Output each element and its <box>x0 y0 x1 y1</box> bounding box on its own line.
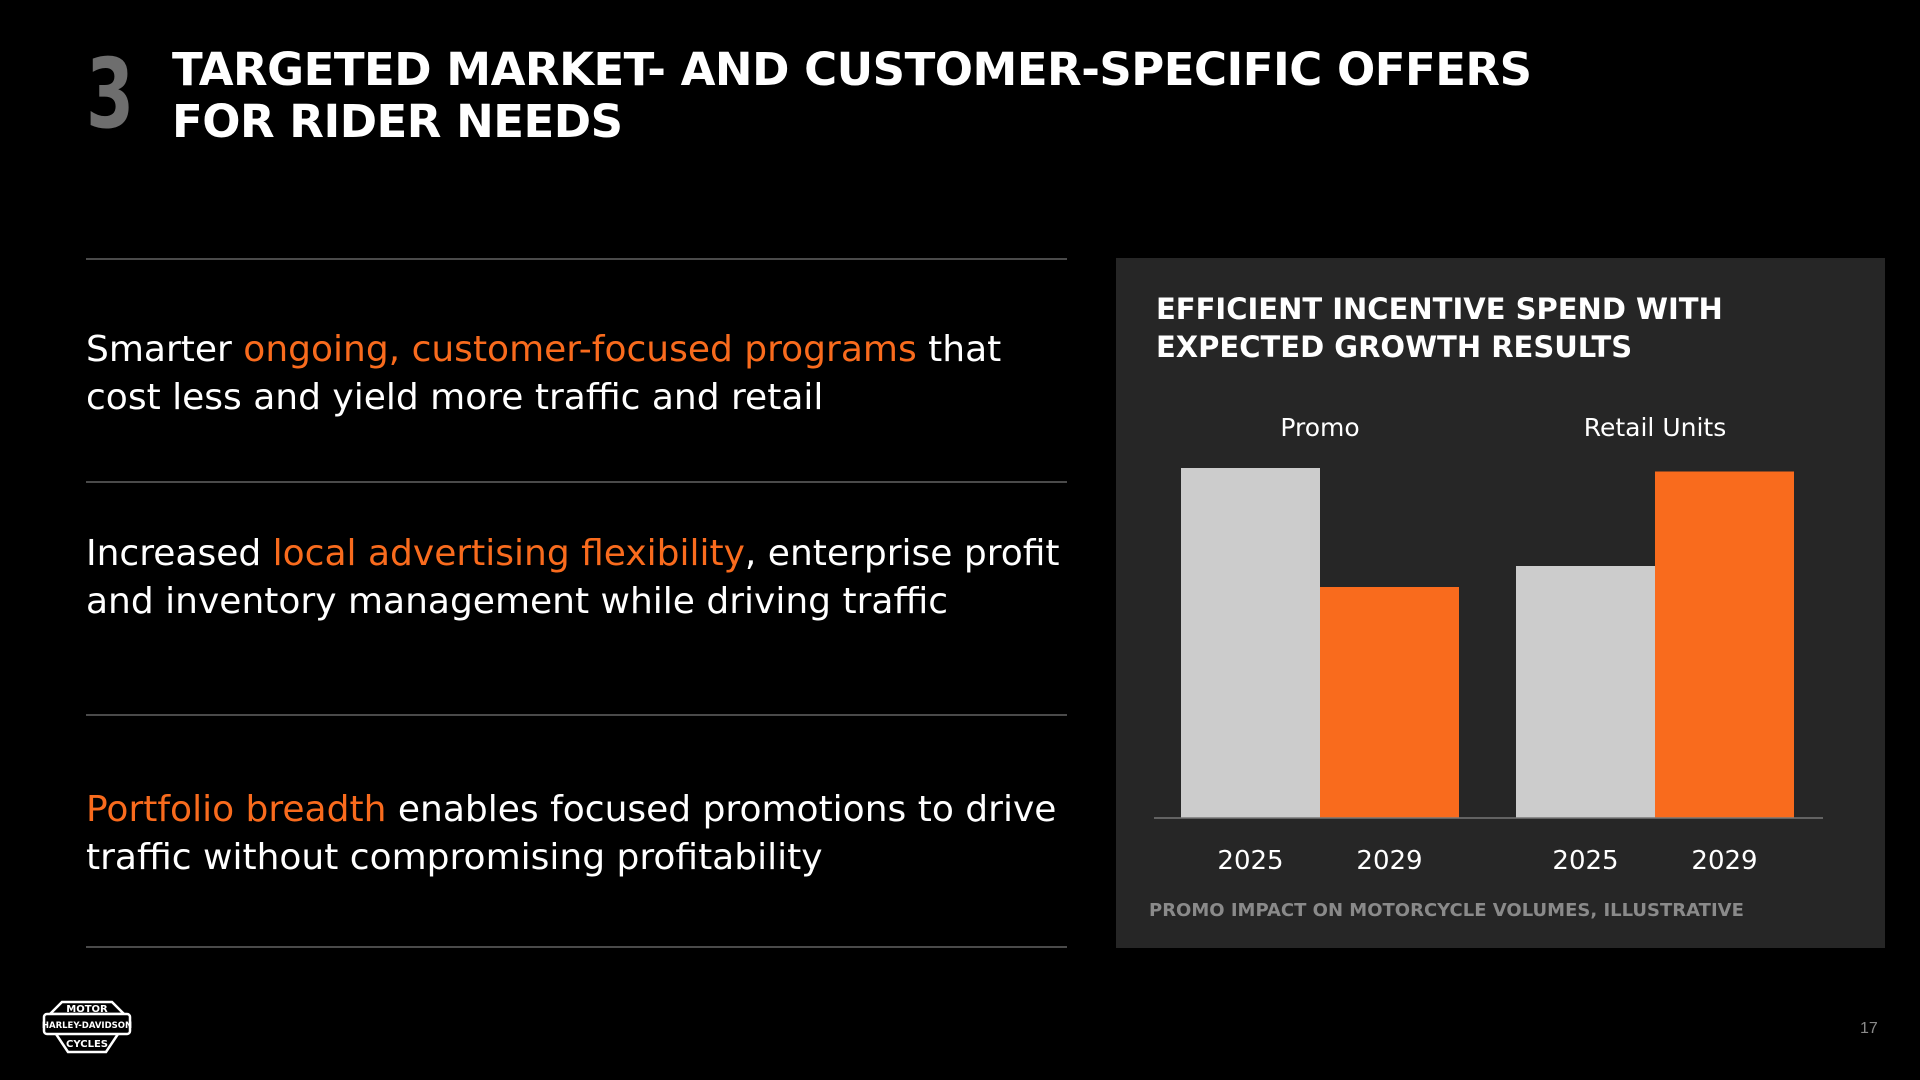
divider <box>86 946 1067 948</box>
x-tick-label: 2025 <box>1217 846 1283 876</box>
page-number: 17 <box>1860 1020 1878 1037</box>
logo-text-middle: HARLEY-DAVIDSON <box>42 1021 132 1031</box>
point-3-highlight: Portfolio breadth <box>86 789 387 830</box>
chart-footnote: Promo impact on motorcycle volumes, illu… <box>1149 900 1744 921</box>
harley-davidson-logo: MOTOR HARLEY-DAVIDSON CYCLES <box>42 1000 132 1054</box>
point-2-text: Increased <box>86 533 273 574</box>
chart-panel: Efficient incentive spend with expected … <box>1116 258 1885 948</box>
bar-2029 <box>1320 587 1459 818</box>
group-label: Retail Units <box>1584 413 1727 442</box>
bar-chart: Promo 2025 2029 Retail Units 2025 2029 <box>1154 413 1823 876</box>
divider <box>86 714 1067 716</box>
point-2-text-end: , enterprise profit and inventory manage… <box>86 533 1060 622</box>
point-2-highlight: local advertising flexibility <box>272 533 745 574</box>
x-tick-label: 2029 <box>1691 846 1757 876</box>
point-1: Smarter ongoing, customer-focused progra… <box>86 326 1066 422</box>
point-1-text-end: that cost less and yield more traffic an… <box>86 329 1002 418</box>
logo-text-bottom: CYCLES <box>66 1039 108 1050</box>
x-tick-label: 2025 <box>1552 846 1618 876</box>
logo-text-top: MOTOR <box>66 1004 108 1015</box>
bar-2025 <box>1181 468 1320 818</box>
chart-title: Efficient incentive spend with expected … <box>1156 292 1723 364</box>
x-tick-label: 2029 <box>1356 846 1422 876</box>
point-3-text-end: enables focused promotions to drive traf… <box>86 789 1057 878</box>
section-number: 3 <box>86 38 134 150</box>
point-2: Increased local advertising flexibility,… <box>86 530 1066 626</box>
divider <box>86 258 1067 260</box>
point-1-text: Smarter <box>86 329 244 370</box>
divider <box>86 481 1067 483</box>
point-1-highlight: ongoing, customer-focused programs <box>243 329 917 370</box>
slide-title: Targeted market- and customer-specific o… <box>172 43 1532 148</box>
point-3: Portfolio breadth enables focused promot… <box>86 786 1066 882</box>
bar-2029 <box>1655 471 1794 818</box>
group-label: Promo <box>1280 413 1359 442</box>
bar-2025 <box>1516 566 1655 818</box>
